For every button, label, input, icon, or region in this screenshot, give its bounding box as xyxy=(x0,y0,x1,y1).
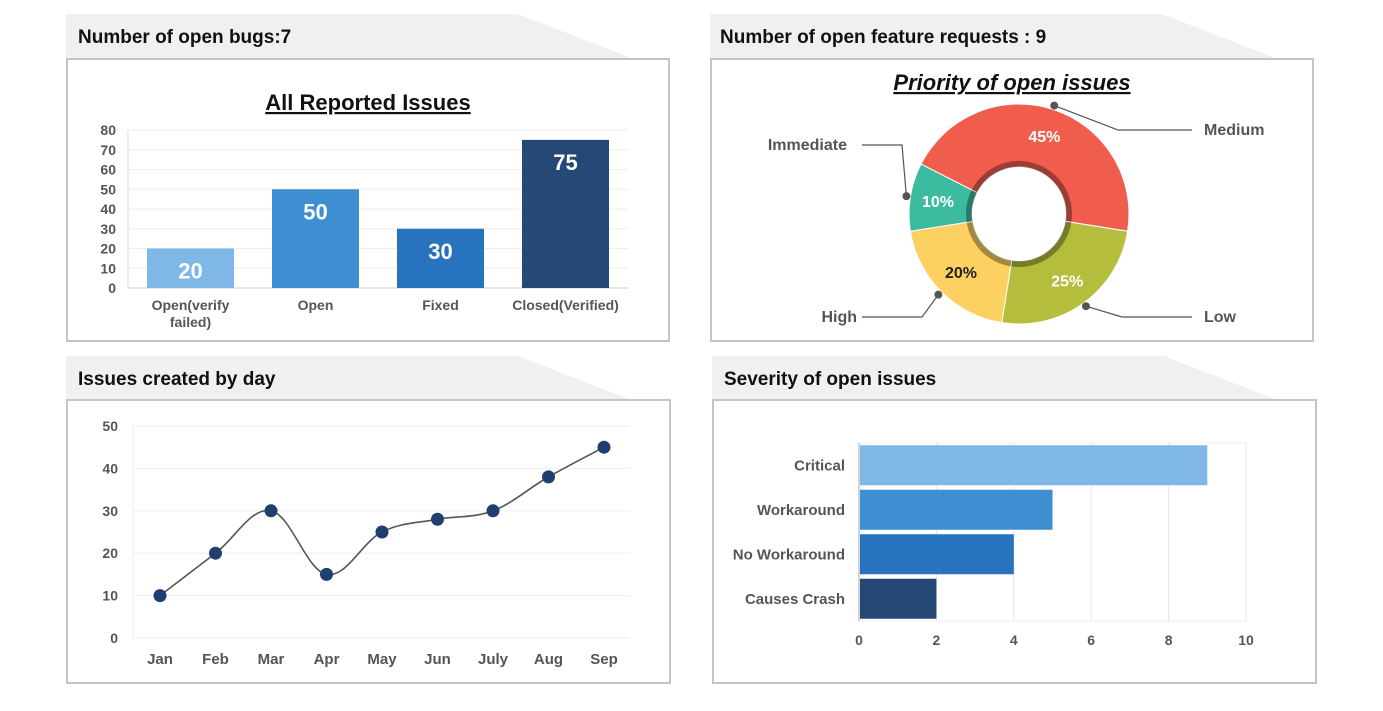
donut-inner-ring xyxy=(966,189,978,223)
x-tick-label: July xyxy=(478,651,509,668)
bugs-header-tab xyxy=(66,14,631,58)
bar xyxy=(860,489,1053,530)
bar-value-label: 50 xyxy=(303,199,327,224)
features-panel: Priority of open issues 45% Medium 25% Low 2… xyxy=(710,58,1314,342)
y-tick-label: 80 xyxy=(100,122,116,138)
donut-slice xyxy=(920,103,1130,232)
daily-header: Issues created by day xyxy=(78,369,276,390)
callout-dot xyxy=(1050,101,1059,110)
slice-value-label: 45% xyxy=(1028,129,1060,146)
x-tick-label: May xyxy=(367,651,397,668)
y-tick-label: 30 xyxy=(100,221,116,237)
bar-value-label: 30 xyxy=(428,239,452,264)
severity-chart: 0 2 4 6 8 10 Critical Workaround No Workaround Ca… xyxy=(733,442,1254,648)
x-tick-label: 2 xyxy=(933,632,941,648)
bar-value-label: 20 xyxy=(178,259,202,284)
y-tick-label: 50 xyxy=(100,181,116,197)
slice-category-label: Immediate xyxy=(768,137,847,154)
x-tick-label: Aug xyxy=(534,651,563,668)
bar xyxy=(860,578,937,619)
y-tick-label: Causes Crash xyxy=(745,591,845,608)
data-point xyxy=(375,525,389,539)
callout-line xyxy=(1054,105,1192,131)
y-tick-label: 40 xyxy=(102,460,118,476)
x-tick-label: Jan xyxy=(147,651,173,668)
y-tick-label: No Workaround xyxy=(733,546,845,563)
y-tick-label: Critical xyxy=(794,457,845,474)
callout-dot xyxy=(902,192,911,201)
slice-category-label: Medium xyxy=(1204,122,1264,139)
x-tick-label: Open(verify xyxy=(152,297,230,313)
bar xyxy=(860,534,1014,575)
y-tick-label: 40 xyxy=(100,201,116,217)
bar xyxy=(860,445,1208,486)
data-point xyxy=(209,546,222,560)
y-tick-label: 60 xyxy=(100,162,116,178)
y-tick-label: 20 xyxy=(102,545,118,561)
x-tick-label: 6 xyxy=(1087,632,1095,648)
y-tick-label: 0 xyxy=(108,280,116,296)
x-tick-label: 10 xyxy=(1238,632,1254,648)
x-tick-label: Jun xyxy=(424,651,451,668)
bar xyxy=(397,228,484,288)
x-tick-label: Open xyxy=(298,297,334,313)
y-tick-label: 50 xyxy=(102,418,118,434)
x-tick-label: 4 xyxy=(1010,632,1018,648)
bar xyxy=(272,189,359,288)
severity-header: Severity of open issues xyxy=(724,369,937,390)
reported-issues-title: All Reported Issues xyxy=(265,90,470,115)
features-header: Number of open feature requests : 9 xyxy=(720,27,1047,48)
series-line xyxy=(159,446,605,597)
slice-category-label: Low xyxy=(1204,309,1237,326)
x-tick-label: Fixed xyxy=(422,297,459,313)
slice-value-label: 25% xyxy=(1051,273,1083,290)
donut-slice xyxy=(908,163,978,232)
donut-slice xyxy=(1001,220,1129,325)
daily-header-tab xyxy=(66,356,631,400)
callout-line xyxy=(862,144,908,197)
donut-slice xyxy=(909,220,1013,324)
priority-chart: Priority of open issues 45% Medium 25% Low 2… xyxy=(768,70,1265,326)
x-tick-label: Apr xyxy=(314,651,340,668)
callout-line xyxy=(1085,305,1192,318)
donut-inner-ring xyxy=(966,221,1012,267)
priority-title: Priority of open issues xyxy=(893,70,1130,95)
data-point xyxy=(153,589,167,603)
callout-line xyxy=(862,294,939,318)
issues-by-day-chart: 0 10 20 30 40 50 Jan Feb Mar Apr May Jun July Aug Sep xyxy=(102,418,630,668)
data-point xyxy=(542,470,555,484)
slice-category-label: High xyxy=(821,309,857,326)
donut-inner-ring xyxy=(1010,221,1072,267)
x-tick-label: Closed(Verified) xyxy=(512,297,619,313)
reported-issues-chart: All Reported Issues 0 10 20 30 40 50 60 70 80 20 O… xyxy=(100,90,628,330)
y-tick-label: 20 xyxy=(100,241,116,257)
severity-panel: 0 2 4 6 8 10 Critical Workaround No Workaround Ca… xyxy=(712,399,1317,684)
x-tick-label: Feb xyxy=(202,651,229,668)
y-tick-label: Workaround xyxy=(757,502,845,519)
daily-panel: 0 10 20 30 40 50 Jan Feb Mar Apr May Jun July Aug Sep xyxy=(66,399,671,684)
slice-value-label: 20% xyxy=(945,265,977,282)
bar-value-label: 75 xyxy=(553,150,577,175)
data-point xyxy=(486,504,500,518)
bar xyxy=(147,248,234,288)
bugs-panel: All Reported Issues 0 10 20 30 40 50 60 70 80 20 O… xyxy=(66,58,670,342)
y-tick-label: 0 xyxy=(110,630,118,646)
y-tick-label: 30 xyxy=(102,503,118,519)
data-point xyxy=(597,440,611,454)
data-point xyxy=(320,567,333,581)
slice-value-label: 10% xyxy=(922,194,954,211)
x-tick-label: 0 xyxy=(855,632,863,648)
bugs-header: Number of open bugs:7 xyxy=(78,27,292,48)
y-tick-label: 10 xyxy=(100,260,116,276)
y-tick-label: 10 xyxy=(102,588,118,604)
y-tick-label: 70 xyxy=(100,142,116,158)
x-tick-label: failed) xyxy=(170,314,211,330)
x-tick-label: 8 xyxy=(1165,632,1173,648)
bar xyxy=(522,139,609,288)
x-tick-label: Sep xyxy=(590,651,618,668)
x-tick-label: Mar xyxy=(258,651,285,668)
data-point xyxy=(431,512,444,526)
data-point xyxy=(264,504,278,518)
